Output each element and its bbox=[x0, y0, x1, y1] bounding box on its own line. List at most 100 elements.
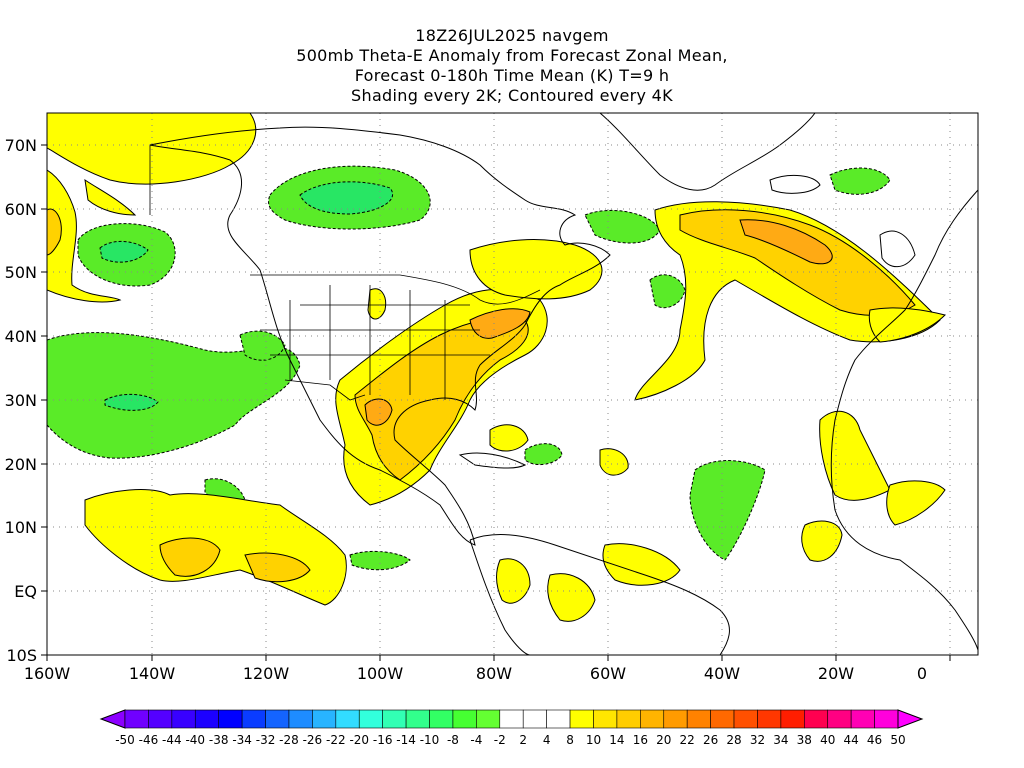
lat-label: 70N bbox=[5, 136, 37, 155]
colorbar-swatch bbox=[241, 709, 266, 729]
anomaly-region bbox=[47, 332, 301, 459]
map-panel: 70N 60N 50N 40N 30N 20N 10N EQ 10S 160W … bbox=[5, 112, 979, 683]
border-canada-usa bbox=[250, 274, 541, 305]
lat-label: 20N bbox=[5, 455, 37, 474]
anomaly-region bbox=[159, 537, 221, 577]
colorbar-label: 40 bbox=[820, 733, 835, 747]
colorbar-label: -28 bbox=[279, 733, 299, 747]
colorbar-label: -16 bbox=[373, 733, 393, 747]
colorbar-label: 34 bbox=[773, 733, 788, 747]
anomaly-region bbox=[244, 552, 311, 583]
colorbar-label: -22 bbox=[326, 733, 346, 747]
anomaly-region bbox=[349, 550, 411, 571]
colorbar-swatch bbox=[218, 709, 243, 729]
anomaly-region bbox=[47, 113, 257, 185]
colorbar-label: 20 bbox=[656, 733, 671, 747]
anomaly-region bbox=[524, 443, 563, 466]
colorbar-label: 28 bbox=[726, 733, 741, 747]
colorbar-label: -46 bbox=[139, 733, 159, 747]
anomaly-region bbox=[99, 241, 149, 263]
colorbar-label: 44 bbox=[844, 733, 859, 747]
colorbar-swatch bbox=[733, 709, 758, 729]
colorbar-label: -4 bbox=[470, 733, 482, 747]
colorbar-arrow-right bbox=[897, 709, 924, 729]
colorbar-swatch bbox=[569, 709, 594, 729]
anomaly-region bbox=[354, 317, 529, 481]
colorbar-swatch bbox=[171, 709, 196, 729]
border-states-2 bbox=[260, 304, 490, 356]
political-borders bbox=[149, 145, 541, 401]
colorbar-swatch bbox=[312, 709, 337, 729]
colorbar-swatch bbox=[148, 709, 173, 729]
border-states-1 bbox=[289, 285, 446, 400]
anomaly-region bbox=[801, 520, 843, 562]
map-frame bbox=[46, 112, 979, 656]
colorbar-swatch bbox=[616, 709, 641, 729]
anomaly-region bbox=[47, 169, 122, 303]
colorbar-label: 26 bbox=[703, 733, 718, 747]
colorbar-label: -38 bbox=[209, 733, 229, 747]
title-line-4: Shading every 2K; Contoured every 4K bbox=[351, 86, 673, 105]
colorbar-swatch bbox=[405, 709, 430, 729]
lat-label: 10S bbox=[6, 646, 37, 665]
anomaly-region bbox=[104, 393, 159, 411]
anomaly-region bbox=[47, 208, 62, 256]
lat-label: 60N bbox=[5, 200, 37, 219]
colorbar-swatch bbox=[850, 709, 875, 729]
anomaly-region bbox=[299, 181, 393, 215]
colorbar-arrow-left bbox=[99, 709, 126, 729]
colorbar-label: -44 bbox=[162, 733, 182, 747]
colorbar-swatch bbox=[288, 709, 313, 729]
chart-title-block: 18Z26JUL2025 navgem 500mb Theta-E Anomal… bbox=[0, 26, 1024, 106]
colorbar-label: 10 bbox=[586, 733, 601, 747]
anomaly-region bbox=[886, 480, 946, 526]
coastlines bbox=[149, 113, 978, 655]
anomaly-shading bbox=[47, 113, 946, 622]
colorbar-swatch bbox=[757, 709, 782, 729]
colorbar-swatch bbox=[780, 709, 805, 729]
colorbar-swatch bbox=[476, 709, 501, 729]
colorbar-label: 22 bbox=[680, 733, 695, 747]
colorbar-swatch bbox=[874, 709, 899, 729]
lon-label: 40W bbox=[704, 664, 740, 683]
coastline-south-america bbox=[469, 534, 730, 655]
colorbar-swatch bbox=[452, 709, 477, 729]
colorbar-label: -40 bbox=[185, 733, 205, 747]
anomaly-region bbox=[239, 330, 286, 361]
colorbar-label: 38 bbox=[797, 733, 812, 747]
lon-label: 0 bbox=[917, 664, 927, 683]
colorbar-label: -32 bbox=[256, 733, 276, 747]
colorbar-label: -34 bbox=[232, 733, 252, 747]
colorbar-boxes bbox=[99, 709, 924, 729]
colorbar-swatch bbox=[382, 709, 407, 729]
coastline-iceland bbox=[769, 174, 821, 194]
tick-marks bbox=[41, 144, 951, 661]
coastline-europe-africa bbox=[830, 189, 978, 651]
colorbar-label: -26 bbox=[303, 733, 323, 747]
coastline-cuba bbox=[458, 452, 527, 469]
lat-label: 40N bbox=[5, 327, 37, 346]
coastline-greenland bbox=[599, 113, 816, 191]
colorbar-label: -8 bbox=[447, 733, 459, 747]
border-usa-mexico bbox=[284, 379, 366, 401]
title-line-3: Forecast 0-180h Time Mean (K) T=9 h bbox=[354, 66, 670, 85]
anomaly-region bbox=[364, 398, 393, 426]
colorbar-swatch bbox=[593, 709, 618, 729]
colorbar-label: 14 bbox=[609, 733, 624, 747]
colorbar-swatch bbox=[640, 709, 665, 729]
lon-label: 160W bbox=[24, 664, 71, 683]
colorbar-label: -20 bbox=[349, 733, 369, 747]
colorbar-label: 46 bbox=[867, 733, 882, 747]
lat-label: 30N bbox=[5, 391, 37, 410]
colorbar-label: -2 bbox=[494, 733, 506, 747]
colorbar-swatch bbox=[194, 709, 219, 729]
colorbar-label: -50 bbox=[115, 733, 135, 747]
lat-label: EQ bbox=[14, 582, 37, 601]
colorbar-label: 2 bbox=[519, 733, 527, 747]
colorbar-label: -14 bbox=[396, 733, 416, 747]
colorbar-label: -10 bbox=[420, 733, 440, 747]
colorbar-labels: -50 -46 -44 -40 -38 -34 -32 -28 -26 -22 -20 -16 -14-… bbox=[115, 733, 905, 747]
colorbar-label: 8 bbox=[566, 733, 574, 747]
lon-label: 80W bbox=[476, 664, 512, 683]
colorbar-label: 50 bbox=[890, 733, 905, 747]
